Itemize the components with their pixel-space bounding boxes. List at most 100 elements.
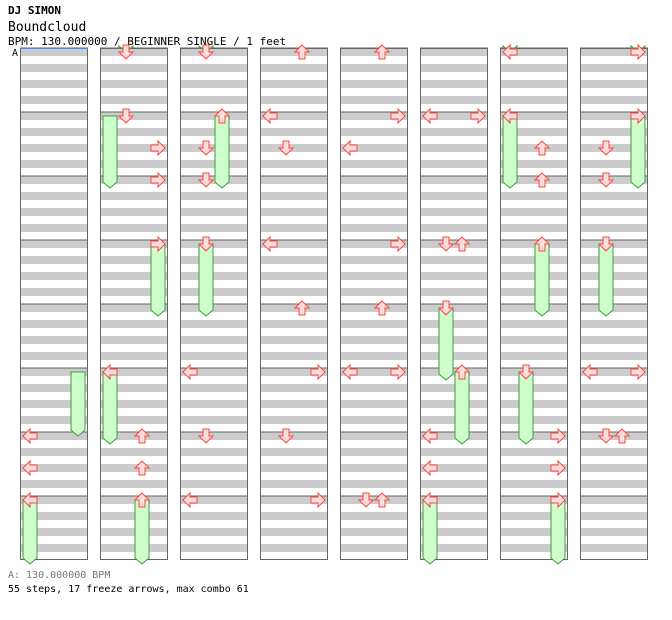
beat-stripe [340,80,408,88]
beat-stripe [340,208,408,216]
step-arrow-left [22,427,38,445]
beat-stripe [420,64,488,72]
beat-stripe [180,208,248,216]
beat-stripe [420,288,488,296]
beat-stripe [340,272,408,280]
beat-stripe [420,256,488,264]
freeze-arrow [550,499,566,565]
beat-stripe [20,208,88,216]
beat-stripe [500,416,568,424]
beat-stripe [420,112,488,120]
step-arrow-up [533,140,551,156]
beat-stripe [20,368,88,376]
beat-stripe [260,272,328,280]
beat-stripe [500,368,568,376]
beat-stripe [340,544,408,552]
step-arrow-right [310,491,326,509]
step-arrow-left [502,43,518,61]
beat-stripe [580,224,648,232]
beat-stripe [100,400,168,408]
beat-stripe [420,352,488,360]
beat-stripe [580,320,648,328]
column-border [340,48,408,560]
beat-stripe [580,96,648,104]
beat-stripe [580,112,648,120]
beat-stripe [20,48,88,56]
step-arrow-left [342,363,358,381]
beat-stripe [420,224,488,232]
beat-stripe [100,96,168,104]
step-arrow-left [582,363,598,381]
beat-stripe [340,304,408,312]
beat-stripe [180,320,248,328]
step-arrow-right [390,235,406,253]
beat-stripe [260,208,328,216]
step-arrow-down [437,236,455,252]
freeze-arrow [422,499,438,565]
beat-stripe [260,400,328,408]
beat-stripe [20,64,88,72]
bpm-marker-label: A [12,48,19,59]
beat-stripe [100,48,168,56]
beat-stripe [500,288,568,296]
beat-stripe [260,96,328,104]
beat-stripe [500,176,568,184]
step-arrow-up [133,460,151,476]
beat-stripe [500,64,568,72]
beat-stripe [260,160,328,168]
step-summary: 55 steps, 17 freeze arrows, max combo 61 [8,584,249,595]
step-arrow-left [182,491,198,509]
beat-stripe [420,320,488,328]
chart-column [260,47,328,560]
beat-stripe [340,192,408,200]
freeze-arrow [454,371,470,445]
step-arrow-right [310,363,326,381]
step-arrow-left [182,363,198,381]
beat-stripe [260,224,328,232]
beat-stripe [420,384,488,392]
beat-stripe [580,176,648,184]
beat-stripe [180,336,248,344]
beat-stripe [180,528,248,536]
beat-stripe [420,160,488,168]
beat-stripe [100,448,168,456]
beat-stripe [580,368,648,376]
beat-stripe [340,288,408,296]
freeze-arrow [534,243,550,317]
beat-stripe [580,288,648,296]
beat-stripe [20,192,88,200]
beat-stripe [100,208,168,216]
beat-stripe [20,384,88,392]
beat-stripe [180,64,248,72]
beat-stripe [100,304,168,312]
beat-stripe [180,384,248,392]
beat-stripe [260,528,328,536]
step-arrow-right [550,491,566,509]
beat-stripe [100,224,168,232]
beat-stripe [100,352,168,360]
step-arrow-down [277,428,295,444]
beat-stripe [260,432,328,440]
step-arrow-up [293,44,311,60]
beat-stripe [180,368,248,376]
beat-stripe [420,496,488,504]
beat-stripe [580,304,648,312]
beat-stripe [180,432,248,440]
beat-stripe [260,512,328,520]
beat-stripe [500,432,568,440]
beat-stripe [340,384,408,392]
beat-stripe [500,128,568,136]
column-border [100,48,168,560]
beat-stripe [500,496,568,504]
step-arrow-left [22,491,38,509]
beat-stripe [20,512,88,520]
column-border [260,48,328,560]
song-title: Boundcloud [8,20,87,35]
beat-stripe [500,448,568,456]
beat-stripe [580,496,648,504]
beat-stripe [100,336,168,344]
beat-stripe [500,224,568,232]
chart-column [340,47,408,560]
step-arrow-up [453,364,471,380]
beat-stripe [340,256,408,264]
